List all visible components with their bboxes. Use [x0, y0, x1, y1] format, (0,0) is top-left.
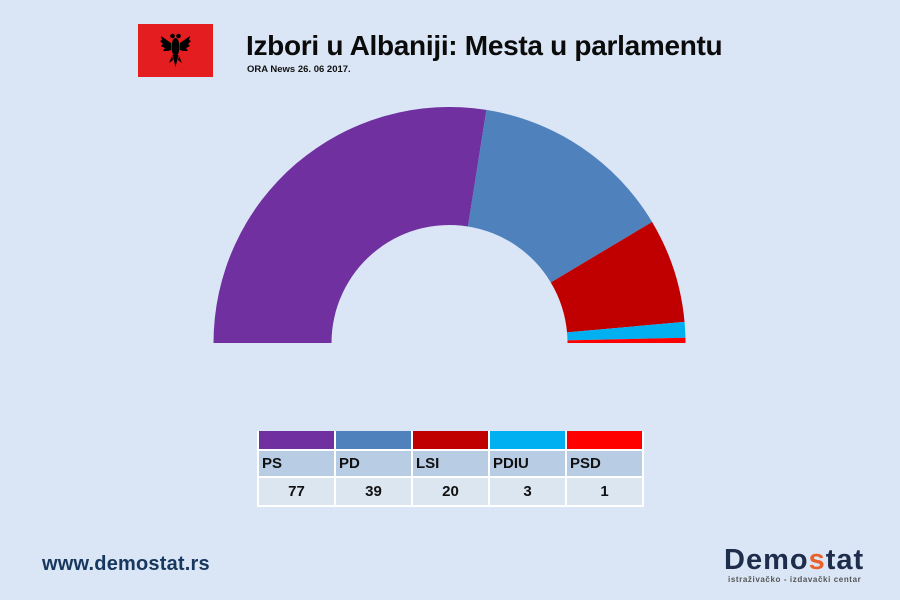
website-link[interactable]: www.demostat.rs	[42, 553, 210, 575]
legend-value-psd: 1	[565, 477, 644, 507]
segment-lsi	[550, 221, 685, 333]
segment-ps	[213, 107, 487, 343]
legend-name-row: PS PD LSI PDIU PSD	[257, 450, 644, 478]
legend-swatch-psd	[565, 431, 644, 451]
legend-label-pd: PD	[334, 450, 413, 478]
legend-swatch-row	[257, 431, 644, 451]
legend-label-ps: PS	[257, 450, 336, 478]
segment-psd	[567, 337, 686, 343]
legend-table: PS PD LSI PDIU PSD 77 39 20 3 1	[257, 431, 644, 507]
page-title: Izbori u Albaniji: Mesta u parlamentu	[246, 30, 723, 61]
legend-value-lsi: 20	[411, 477, 490, 507]
legend-swatch-pd	[334, 431, 413, 451]
legend-swatch-ps	[257, 431, 336, 451]
legend-value-row: 77 39 20 3 1	[257, 477, 644, 507]
source-date: ORA News 26. 06 2017.	[247, 64, 351, 75]
demostat-logo: Demostat	[724, 544, 864, 577]
brand-text-1: Demo	[724, 544, 809, 576]
segment-pd	[467, 109, 653, 283]
legend-value-pdiu: 3	[488, 477, 567, 507]
brand-tagline: istraživačko - izdavački centar	[728, 575, 862, 584]
legend-label-lsi: LSI	[411, 450, 490, 478]
double-headed-eagle-icon	[160, 33, 191, 67]
segment-pdiu	[567, 321, 686, 341]
legend-value-ps: 77	[257, 477, 336, 507]
legend-swatch-pdiu	[488, 431, 567, 451]
brand-text-accent: s	[808, 544, 826, 576]
legend-label-pdiu: PDIU	[488, 450, 567, 478]
brand-text-2: tat	[825, 544, 865, 576]
legend-swatch-lsi	[411, 431, 490, 451]
albania-flag-icon	[138, 24, 213, 77]
legend-label-psd: PSD	[565, 450, 644, 478]
legend-value-pd: 39	[334, 477, 413, 507]
